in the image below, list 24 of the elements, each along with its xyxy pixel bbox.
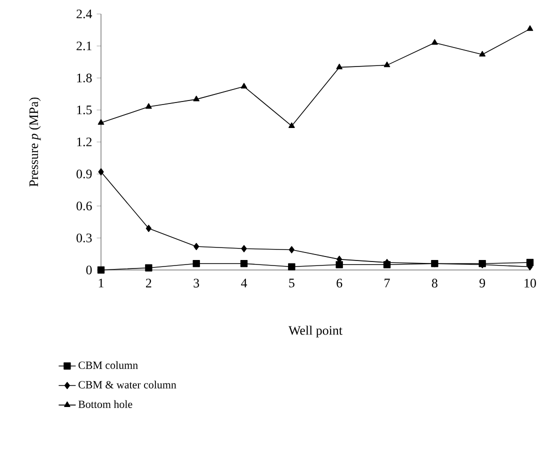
x-tick-label: 10: [524, 278, 536, 288]
y-tick-label: 1.5: [77, 106, 92, 114]
legend-label: Bottom hole: [78, 400, 132, 408]
x-tick-label: 8: [432, 278, 438, 288]
y-tick-label: 0.3: [76, 234, 92, 242]
x-tick-label: 1: [98, 278, 104, 288]
legend-label: CBM column: [78, 361, 138, 369]
x-tick-label: 3: [194, 278, 200, 288]
legend-label: CBM & water column: [78, 380, 176, 388]
y-tick-label: 0.9: [76, 170, 92, 178]
y-tick-label: 2.1: [76, 42, 92, 50]
y-axis-title: Pressure p (MPa): [28, 98, 41, 187]
y-tick-label: 2.4: [76, 10, 92, 18]
x-axis-title: Well point: [288, 326, 342, 338]
y-tick-label: 0: [86, 266, 92, 274]
x-tick-label: 7: [384, 278, 390, 288]
x-tick-label: 5: [289, 278, 294, 288]
x-tick-label: 6: [336, 278, 342, 288]
x-tick-label: 4: [241, 278, 248, 288]
y-tick-label: 0.6: [76, 202, 92, 210]
x-tick-label: 9: [480, 278, 486, 288]
x-tick-label: 2: [146, 278, 152, 288]
y-tick-label: 1.8: [77, 74, 92, 82]
y-tick-label: 1.2: [77, 138, 92, 146]
